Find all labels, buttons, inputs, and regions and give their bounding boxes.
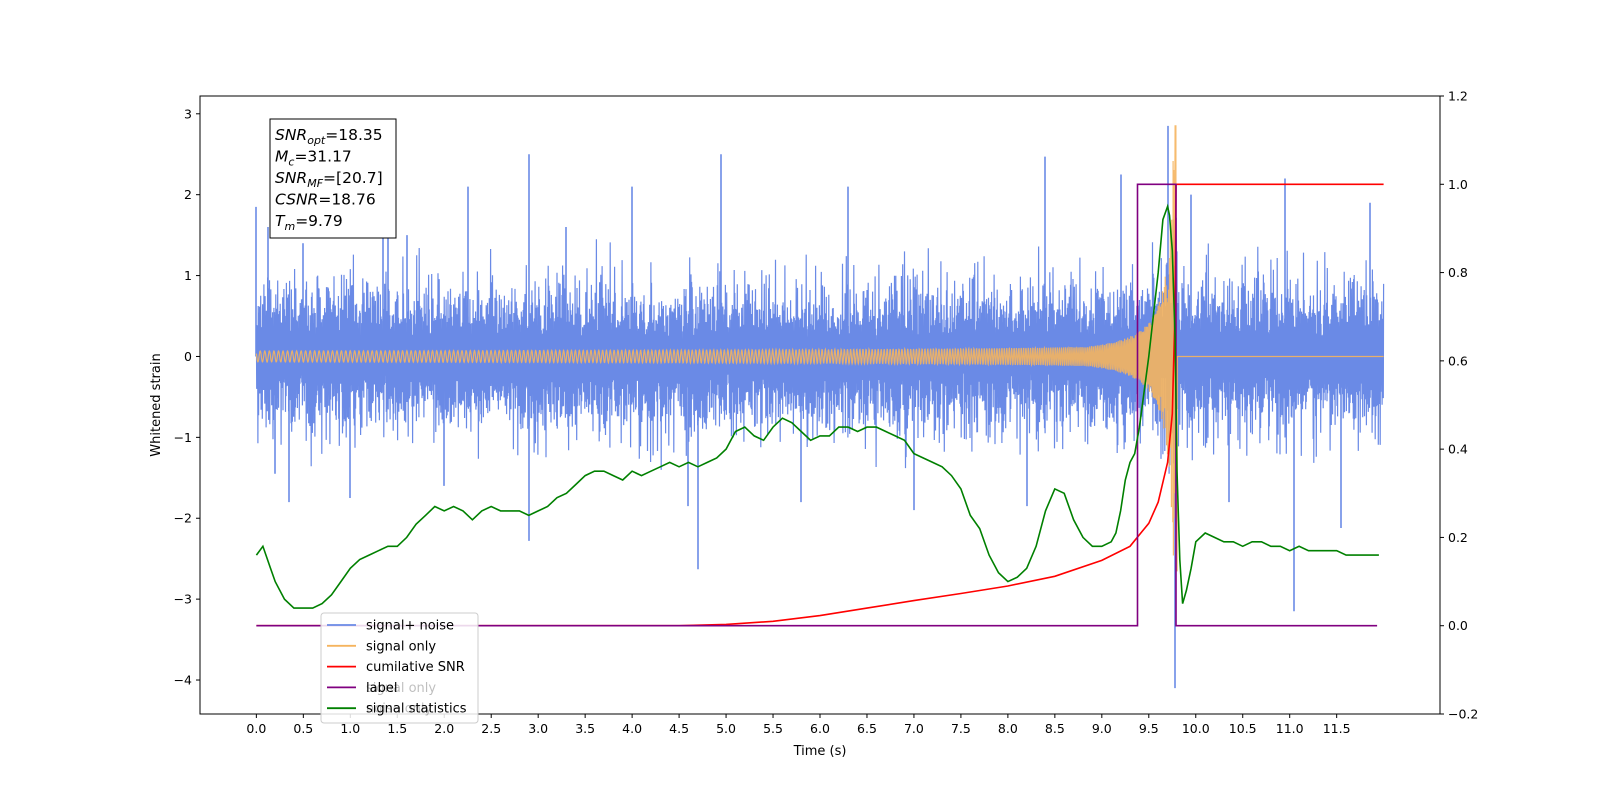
y2-tick-label: 0.2 <box>1448 530 1468 545</box>
x-tick-label: 5.5 <box>763 721 783 736</box>
y-tick-label: 1 <box>184 268 192 283</box>
x-tick-label: 7.0 <box>904 721 924 736</box>
y-axis-right: 1.2 1.0 0.8 0.6 0.4 0.2 0.0 −0.2 <box>1440 89 1478 722</box>
annotation-line: SNRMF=[20.7] <box>275 169 383 190</box>
legend-label: label <box>366 681 397 696</box>
y2-tick-label: 0.4 <box>1448 442 1468 457</box>
y2-tick-label: −0.2 <box>1448 707 1478 722</box>
x-tick-label: 2.0 <box>434 721 454 736</box>
x-tick-label: 9.5 <box>1139 721 1159 736</box>
y-tick-label: −3 <box>174 592 192 607</box>
x-tick-label: 0.0 <box>246 721 266 736</box>
x-tick-label: 10.0 <box>1182 721 1210 736</box>
annotation-line: Tm=9.79 <box>275 212 343 233</box>
x-axis: 0.0 0.5 1.0 1.5 2.0 2.5 3.0 3.5 4.0 4.5 5.0 5.5 6.0 6… <box>246 714 1351 736</box>
annotation-line: SNRopt=18.35 <box>275 126 383 147</box>
y-axis-title: Whitened strain <box>149 353 164 456</box>
y-tick-label: −1 <box>174 430 192 445</box>
label-line <box>256 183 1378 627</box>
y2-tick-label: 0.0 <box>1448 618 1468 633</box>
x-tick-label: 3.5 <box>575 721 595 736</box>
x-tick-label: 1.5 <box>387 721 407 736</box>
y2-tick-label: 1.2 <box>1448 89 1468 104</box>
x-axis-title: Time (s) <box>793 744 847 759</box>
legend: signal+ noise signal only cumilative SNR si… <box>320 612 479 724</box>
legend-label: signal statistics <box>366 702 467 717</box>
legend-ghost-label: noise only <box>366 702 433 717</box>
plot-area <box>255 125 1385 689</box>
x-tick-label: 4.0 <box>622 721 642 736</box>
annotation-box-frame <box>269 118 397 239</box>
x-tick-label: 6.5 <box>857 721 877 736</box>
x-tick-label: 4.5 <box>669 721 689 736</box>
y-tick-label: 3 <box>184 106 192 121</box>
y-tick-label: 0 <box>184 349 192 364</box>
y-tick-label: −2 <box>174 511 192 526</box>
legend-label: signal+ noise <box>366 619 454 634</box>
signal-noise-line <box>255 211 1385 474</box>
x-tick-label: 3.0 <box>528 721 548 736</box>
x-tick-label: 0.5 <box>293 721 313 736</box>
x-tick-label: 6.0 <box>810 721 830 736</box>
x-tick-label: 10.5 <box>1229 721 1257 736</box>
annotation-line: Mc=31.17 <box>275 148 352 169</box>
legend-frame <box>320 612 479 724</box>
legend-label: cumilative SNR <box>366 660 465 675</box>
x-tick-label: 11.5 <box>1323 721 1351 736</box>
y2-tick-label: 0.8 <box>1448 265 1468 280</box>
x-tick-label: 8.5 <box>1045 721 1065 736</box>
x-tick-label: 9.0 <box>1092 721 1112 736</box>
y2-tick-label: 1.0 <box>1448 177 1468 192</box>
x-tick-label: 5.0 <box>716 721 736 736</box>
annotation-line: CSNR=18.76 <box>275 191 376 209</box>
signal-statistics-line <box>255 203 1379 609</box>
x-tick-label: 7.5 <box>951 721 971 736</box>
y-tick-label: 2 <box>184 187 192 202</box>
annotation-box: SNRopt=18.35Mc=31.17SNRMF=[20.7]CSNR=18.… <box>269 118 397 239</box>
signal-only-line <box>255 125 1384 572</box>
x-tick-label: 2.5 <box>481 721 501 736</box>
y-tick-label: −4 <box>174 673 192 688</box>
legend-label: signal only <box>366 639 436 654</box>
x-tick-label: 1.0 <box>340 721 360 736</box>
y-axis-left: 3 2 1 0 −1 −2 −3 −4 <box>174 106 200 688</box>
legend-ghost-label: signal only <box>366 681 436 696</box>
y2-tick-label: 0.6 <box>1448 353 1468 368</box>
x-tick-label: 11.0 <box>1276 721 1304 736</box>
x-tick-label: 8.0 <box>998 721 1018 736</box>
